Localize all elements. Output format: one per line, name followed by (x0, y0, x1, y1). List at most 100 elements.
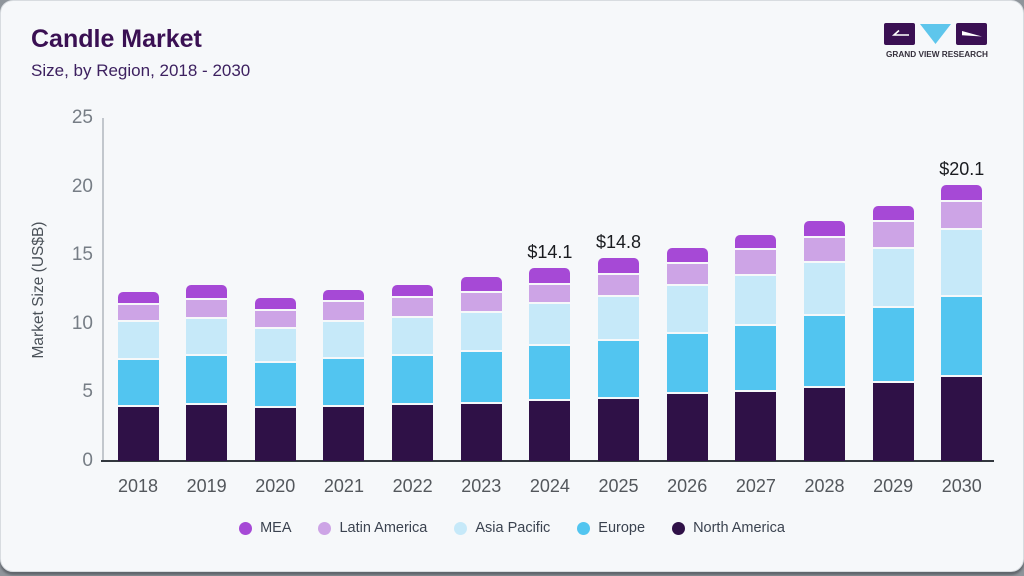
x-axis-label-2026: 2026 (667, 476, 708, 496)
bar-segment-asia-pacific-2024 (529, 301, 571, 345)
bar-value-label-2024: $14.1 (527, 241, 573, 262)
bar-segment-europe-2019 (186, 353, 228, 404)
bar-segment-north-america-2028 (804, 385, 845, 461)
bar-segment-asia-pacific-2022 (392, 315, 434, 354)
bar-segment-europe-2028 (804, 314, 845, 386)
x-axis-label-2024: 2024 (529, 476, 570, 496)
bar-segment-north-america-2026 (666, 392, 708, 461)
x-axis-label-2019: 2019 (186, 476, 227, 496)
bar-segment-mea-2023 (460, 277, 502, 291)
bar-segment-north-america-2020 (254, 406, 296, 461)
bar-segment-asia-pacific-2028 (804, 260, 845, 315)
bar-segment-north-america-2022 (392, 403, 434, 461)
bar-segment-asia-pacific-2020 (254, 326, 296, 361)
bar-value-label-2025: $14.8 (596, 231, 642, 252)
bar-segment-latin-america-2020 (254, 308, 296, 327)
bar-segment-mea-2029 (872, 205, 914, 220)
bar-segment-europe-2029 (872, 305, 914, 382)
x-axis-label-2020: 2020 (255, 476, 296, 496)
bar-segment-asia-pacific-2021 (323, 319, 365, 357)
x-axis-label-2025: 2025 (598, 476, 639, 496)
bar-segment-north-america-2029 (872, 381, 914, 461)
bar-segment-latin-america-2018 (117, 303, 159, 320)
legend-item-mea: MEA (239, 520, 291, 536)
legend-swatch-icon (577, 521, 591, 535)
legend-swatch-icon (318, 521, 332, 535)
legend-item-europe: Europe (577, 520, 645, 536)
legend-label: Europe (598, 520, 646, 536)
y-axis-tick-label: 25 (71, 107, 93, 128)
bar-segment-mea-2030 (941, 185, 983, 201)
legend-label: Latin America (339, 520, 428, 536)
legend-label: North America (693, 520, 785, 536)
legend-swatch-icon (454, 521, 468, 535)
bar-segment-asia-pacific-2029 (872, 246, 914, 306)
legend-swatch-icon (672, 521, 686, 535)
bar-segment-mea-2019 (186, 285, 228, 298)
bar-segment-asia-pacific-2019 (186, 316, 228, 354)
bar-segment-latin-america-2019 (186, 297, 228, 317)
bar-segment-europe-2023 (460, 349, 502, 402)
x-axis-label-2027: 2027 (735, 476, 776, 496)
bar-segment-north-america-2023 (460, 402, 502, 461)
bar-segment-mea-2025 (598, 257, 640, 274)
bar-segment-north-america-2019 (186, 403, 228, 461)
bar-segment-north-america-2021 (323, 404, 365, 461)
x-axis-line (101, 460, 994, 462)
logo-caption: GRAND VIEW RESEARCH (886, 50, 988, 59)
y-axis-tick-label: 20 (71, 175, 93, 197)
bar-segment-latin-america-2024 (529, 282, 571, 302)
chart-legend: MEA Latin America Asia Pacific Europe North … (1, 514, 1023, 542)
bar-segment-latin-america-2027 (735, 248, 777, 275)
bar-segment-latin-america-2025 (598, 273, 640, 295)
bar-segment-mea-2020 (254, 297, 296, 309)
bar-segment-latin-america-2022 (392, 296, 434, 316)
bar-segment-mea-2028 (804, 220, 845, 236)
y-axis-line (102, 118, 104, 461)
bar-segment-north-america-2027 (735, 389, 777, 461)
bar-segment-mea-2027 (735, 234, 777, 249)
x-axis-label-2018: 2018 (117, 476, 159, 496)
bar-segment-europe-2021 (323, 356, 365, 405)
bar-segment-europe-2025 (598, 338, 640, 397)
y-axis-tick-label: 15 (71, 244, 93, 266)
legend-label: Asia Pacific (475, 520, 551, 536)
bar-segment-europe-2026 (666, 332, 708, 393)
bar-segment-europe-2018 (117, 358, 159, 405)
chart-subtitle: Size, by Region, 2018 - 2030 (31, 61, 251, 80)
bar-segment-latin-america-2029 (872, 219, 914, 247)
bar-segment-latin-america-2023 (460, 290, 502, 312)
legend-item-north-america: North America (672, 520, 785, 536)
bar-segment-latin-america-2026 (666, 262, 708, 284)
bar-segment-north-america-2024 (529, 399, 571, 461)
legend-item-latin-america: Latin America (318, 520, 427, 536)
bar-segment-asia-pacific-2026 (666, 284, 708, 333)
bar-segment-europe-2022 (392, 353, 434, 404)
bar-segment-mea-2022 (392, 285, 434, 297)
gvr-logo-icon: GRAND VIEW RESEARCH (884, 23, 988, 59)
bar-value-label-2030: $20.1 (939, 159, 985, 180)
x-axis-label-2028: 2028 (804, 476, 845, 496)
bar-segment-asia-pacific-2025 (598, 294, 640, 339)
x-axis-label-2030: 2030 (941, 476, 982, 496)
bar-segment-latin-america-2021 (323, 300, 365, 320)
bar-segment-europe-2020 (254, 360, 296, 407)
bar-segment-mea-2018 (117, 292, 159, 304)
bar-segment-latin-america-2030 (941, 200, 983, 228)
bar-segment-europe-2027 (735, 323, 777, 390)
bar-segment-europe-2030 (941, 294, 983, 375)
bar-segment-asia-pacific-2023 (460, 311, 502, 350)
bar-segment-north-america-2030 (941, 374, 983, 461)
bar-segment-mea-2026 (666, 248, 708, 263)
y-axis-tick-label: 10 (71, 312, 93, 334)
x-axis-label-2022: 2022 (392, 476, 433, 496)
grand-view-research-logo: GRAND VIEW RESEARCH (884, 23, 990, 61)
bar-segment-asia-pacific-2018 (117, 319, 159, 359)
x-axis-label-2021: 2021 (323, 476, 364, 496)
x-axis-label-2029: 2029 (873, 476, 914, 496)
bar-segment-mea-2021 (323, 289, 365, 301)
legend-item-asia-pacific: Asia Pacific (454, 520, 550, 536)
y-axis-tick-label: 0 (82, 450, 93, 471)
bar-segment-north-america-2025 (598, 396, 640, 461)
